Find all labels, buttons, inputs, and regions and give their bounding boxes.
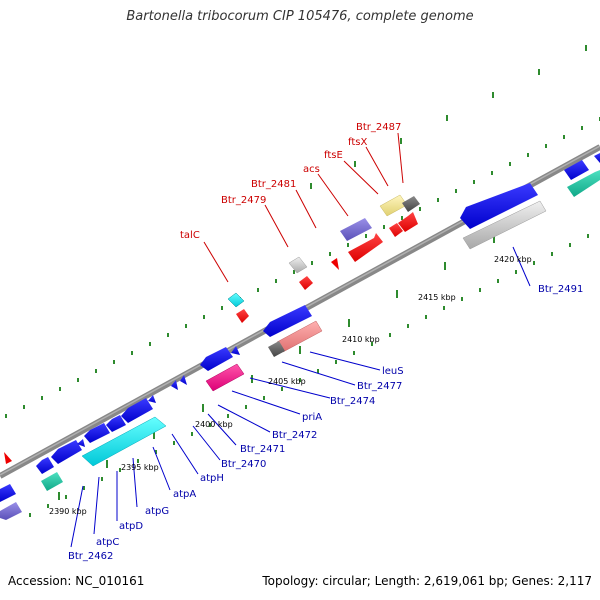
label-btr-2472[interactable]: Btr_2472 (272, 430, 317, 441)
gene-atpd[interactable] (51, 440, 82, 464)
label-btr-2479[interactable]: Btr_2479 (221, 195, 266, 206)
reverse-genes (0, 183, 547, 520)
label-btr-2487[interactable]: Btr_2487 (356, 122, 401, 133)
label-atph[interactable]: atpH (200, 473, 224, 484)
label-btr-2477[interactable]: Btr_2477 (357, 381, 402, 392)
gene-btr-2485[interactable] (389, 223, 403, 237)
tick-label-2405: 2405 kbp (268, 377, 306, 386)
gene-pria-b[interactable] (231, 346, 240, 355)
label-btr-2471[interactable]: Btr_2471 (240, 444, 285, 455)
gene-pria[interactable] (200, 347, 233, 371)
gene-atp-operon[interactable] (81, 416, 167, 467)
gene-btr-2474[interactable] (205, 363, 245, 392)
gene-btr-2490[interactable] (594, 153, 600, 163)
gene-btr-2489[interactable] (567, 170, 600, 197)
gene-btr-2479[interactable] (288, 256, 308, 274)
label-atpc[interactable]: atpC (96, 537, 119, 548)
outer-tick-row (5, 45, 600, 418)
gene-btr-2471[interactable] (171, 380, 178, 390)
gene-btr-2462b[interactable] (0, 502, 22, 520)
gene-atph[interactable] (106, 415, 126, 432)
reverse-label-leaders (70, 246, 531, 548)
label-btr-2470[interactable]: Btr_2470 (221, 459, 266, 470)
label-atpd[interactable]: atpD (119, 521, 143, 532)
tick-label-2400: 2400 kbp (195, 420, 233, 429)
gene-btr-2481[interactable] (340, 218, 372, 241)
forward-label-leaders (203, 132, 404, 283)
gene-ftsx[interactable] (402, 196, 420, 212)
gene-atpc[interactable] (36, 457, 54, 474)
gene-btr-2462[interactable] (0, 484, 16, 502)
gene-btr-2480[interactable] (331, 258, 339, 270)
gene-atpa[interactable] (84, 423, 110, 443)
gene-btr-2488[interactable] (564, 160, 589, 180)
gene-talc[interactable] (227, 292, 245, 308)
label-atpg[interactable]: atpG (145, 506, 169, 517)
gene-talc-feature[interactable] (236, 309, 249, 323)
label-btr-2474[interactable]: Btr_2474 (330, 396, 375, 407)
label-btr-2462[interactable]: Btr_2462 (68, 551, 113, 562)
label-btr-2481[interactable]: Btr_2481 (251, 179, 296, 190)
label-atpa[interactable]: atpA (173, 489, 196, 500)
genome-info-text: Topology: circular; Length: 2,619,061 bp… (262, 574, 592, 588)
label-pria[interactable]: priA (302, 412, 322, 423)
label-btr-2491[interactable]: Btr_2491 (538, 284, 583, 295)
label-talc[interactable]: talC (180, 230, 200, 241)
tick-label-2410: 2410 kbp (342, 335, 380, 344)
tick-label-2395: 2395 kbp (121, 463, 159, 472)
gene-ftse[interactable] (379, 194, 408, 217)
label-leus[interactable]: leuS (382, 366, 404, 377)
gene-btr-2472[interactable] (180, 375, 187, 385)
inner-tick-row (29, 234, 589, 517)
gene-left-forward[interactable] (4, 452, 12, 464)
forward-genes (4, 153, 600, 464)
gene-btr-2486[interactable] (398, 212, 418, 232)
gene-acs[interactable] (348, 233, 383, 262)
map-title: Bartonella tribocorum CIP 105476, comple… (126, 9, 474, 24)
gene-atpc-b[interactable] (41, 472, 63, 491)
gene-btr-2477[interactable] (263, 305, 312, 337)
gene-btr-2470b[interactable] (148, 395, 156, 403)
label-acs[interactable]: acs (303, 164, 320, 175)
gene-btr-2470[interactable] (121, 398, 153, 423)
tick-label-2420: 2420 kbp (494, 255, 532, 264)
tick-label-2415: 2415 kbp (418, 293, 456, 302)
label-ftse[interactable]: ftsE (324, 150, 343, 161)
gene-leus-b[interactable] (268, 341, 285, 357)
label-ftsx[interactable]: ftsX (348, 137, 367, 148)
tick-label-2390: 2390 kbp (49, 507, 87, 516)
accession-text: Accession: NC_010161 (8, 574, 145, 588)
gene-btr-2491-b[interactable] (462, 200, 547, 250)
gene-btr-2491[interactable] (460, 183, 538, 229)
gene-btr-2479-feature[interactable] (299, 276, 313, 290)
gene-atpg[interactable] (77, 439, 85, 447)
